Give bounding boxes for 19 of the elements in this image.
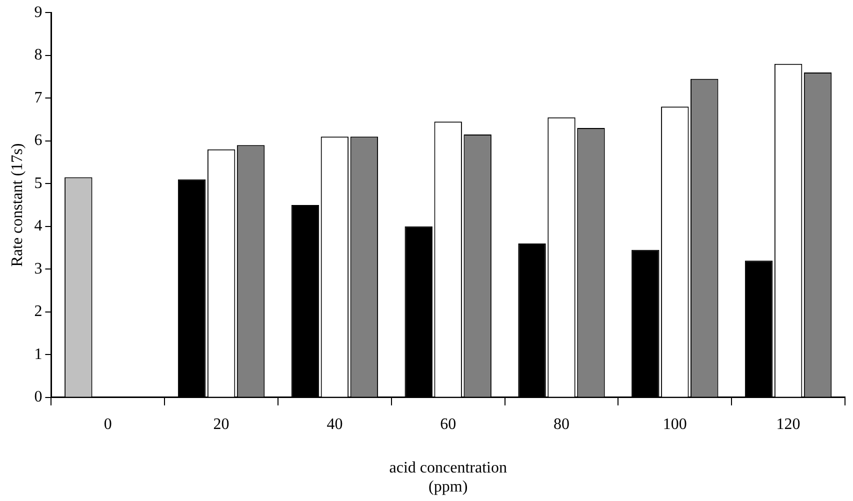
y-tick-label: 5 [34,174,42,192]
x-tick-label: 20 [213,416,230,434]
x-tick-label: 0 [104,416,112,434]
y-tick-label: 1 [34,346,42,363]
y-tick-label: 6 [34,132,42,150]
y-tick-label: 9 [34,4,42,21]
x-axis-title: acid concentration (ppm) [389,459,507,496]
x-tick-label: 80 [554,416,570,434]
y-axis-title: Rate constant (17s) [8,143,26,267]
x-tick-label: 120 [776,416,800,434]
y-tick-label: 2 [34,303,42,320]
x-tick-label: 40 [326,416,343,434]
x-tick-label: 100 [662,416,687,434]
y-tick-label: 8 [34,46,42,64]
y-tick-label: 3 [34,260,42,278]
y-tick-label: 0 [34,388,42,406]
x-tick-label: 60 [440,416,456,434]
y-tick-label: 4 [34,218,42,235]
y-tick-label: 7 [34,89,42,106]
